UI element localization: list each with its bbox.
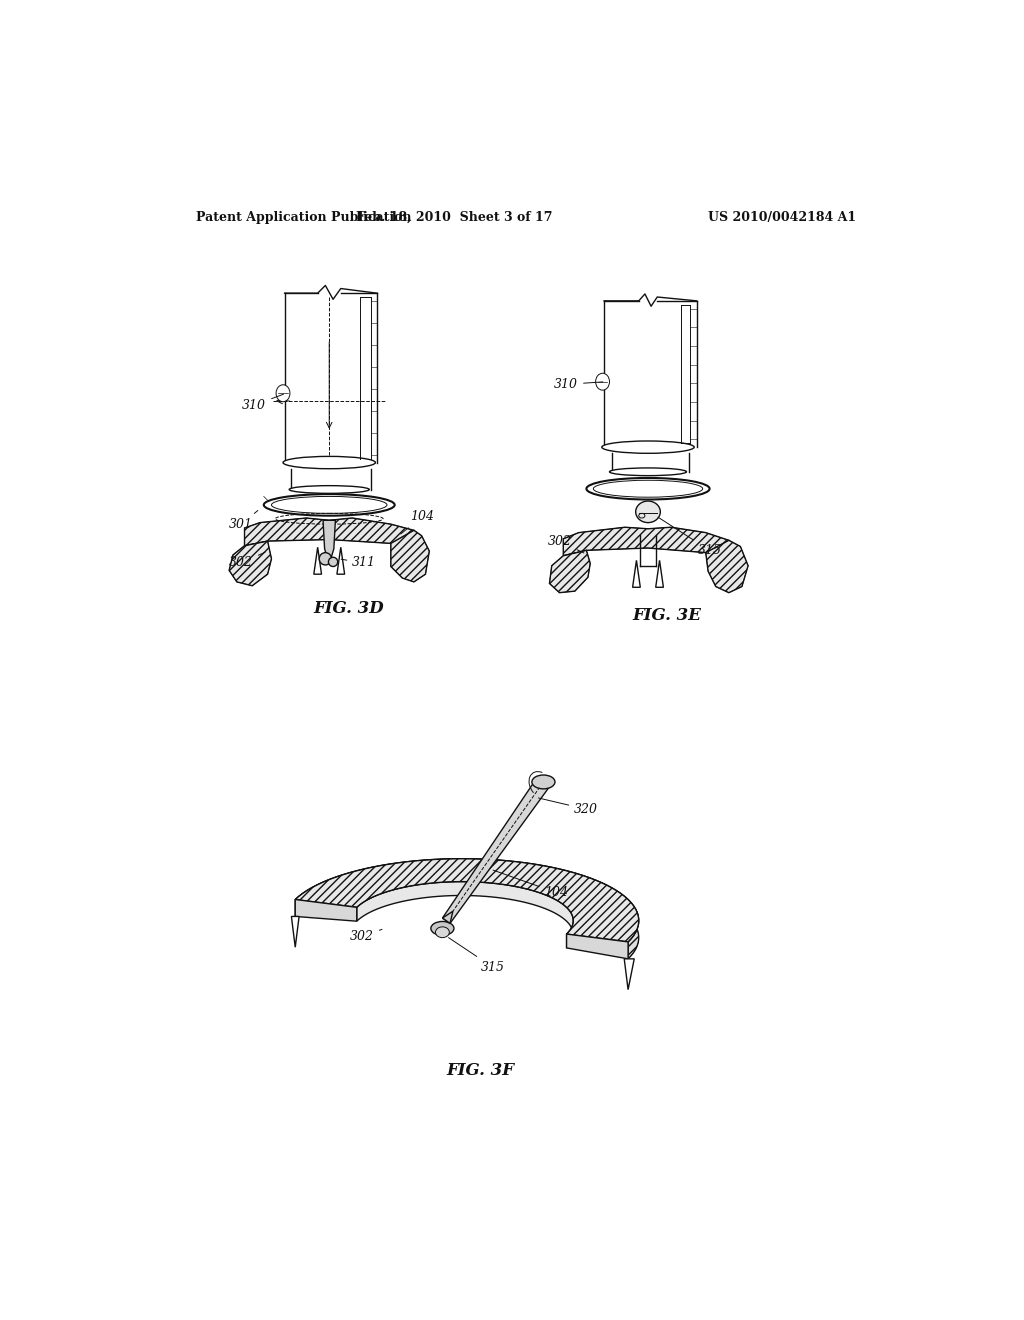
Circle shape xyxy=(329,557,338,566)
Polygon shape xyxy=(550,550,590,593)
Polygon shape xyxy=(633,560,640,587)
Text: 315: 315 xyxy=(658,517,722,557)
Text: US 2010/0042184 A1: US 2010/0042184 A1 xyxy=(708,211,856,224)
Polygon shape xyxy=(566,935,628,958)
Ellipse shape xyxy=(276,384,290,401)
Text: 311: 311 xyxy=(341,557,377,569)
Text: 310: 310 xyxy=(243,395,284,412)
Ellipse shape xyxy=(596,374,609,391)
Text: 104: 104 xyxy=(400,511,434,535)
Text: FIG. 3D: FIG. 3D xyxy=(313,599,384,616)
Polygon shape xyxy=(295,859,639,958)
Ellipse shape xyxy=(283,457,376,469)
Ellipse shape xyxy=(602,441,694,453)
Polygon shape xyxy=(295,859,639,942)
Polygon shape xyxy=(295,899,356,921)
Ellipse shape xyxy=(289,486,370,494)
Polygon shape xyxy=(442,911,453,924)
Ellipse shape xyxy=(264,494,394,516)
Text: 301: 301 xyxy=(229,511,258,531)
Text: 104: 104 xyxy=(493,870,568,899)
Polygon shape xyxy=(245,517,414,548)
Ellipse shape xyxy=(435,927,450,937)
Ellipse shape xyxy=(531,775,555,789)
Text: 310: 310 xyxy=(554,378,603,391)
Text: FIG. 3E: FIG. 3E xyxy=(633,607,701,623)
Polygon shape xyxy=(706,540,749,593)
Polygon shape xyxy=(356,882,573,948)
Polygon shape xyxy=(337,548,345,574)
Text: 315: 315 xyxy=(449,937,505,974)
Text: FIG. 3F: FIG. 3F xyxy=(446,1061,514,1078)
Ellipse shape xyxy=(587,478,710,499)
Polygon shape xyxy=(391,531,429,582)
Polygon shape xyxy=(563,527,729,558)
Text: 302: 302 xyxy=(229,552,265,569)
Polygon shape xyxy=(442,777,550,924)
Polygon shape xyxy=(292,916,299,948)
Ellipse shape xyxy=(431,921,454,936)
Circle shape xyxy=(319,553,332,565)
Text: 302: 302 xyxy=(548,535,584,553)
Polygon shape xyxy=(313,548,322,574)
Text: Patent Application Publication: Patent Application Publication xyxy=(196,211,412,224)
Polygon shape xyxy=(323,520,336,560)
Polygon shape xyxy=(229,541,271,586)
Text: 302: 302 xyxy=(350,929,382,942)
Ellipse shape xyxy=(609,469,686,475)
Ellipse shape xyxy=(636,502,660,523)
Polygon shape xyxy=(655,560,664,587)
Polygon shape xyxy=(625,958,634,990)
Text: Feb. 18, 2010  Sheet 3 of 17: Feb. 18, 2010 Sheet 3 of 17 xyxy=(355,211,552,224)
Text: 320: 320 xyxy=(539,799,598,816)
